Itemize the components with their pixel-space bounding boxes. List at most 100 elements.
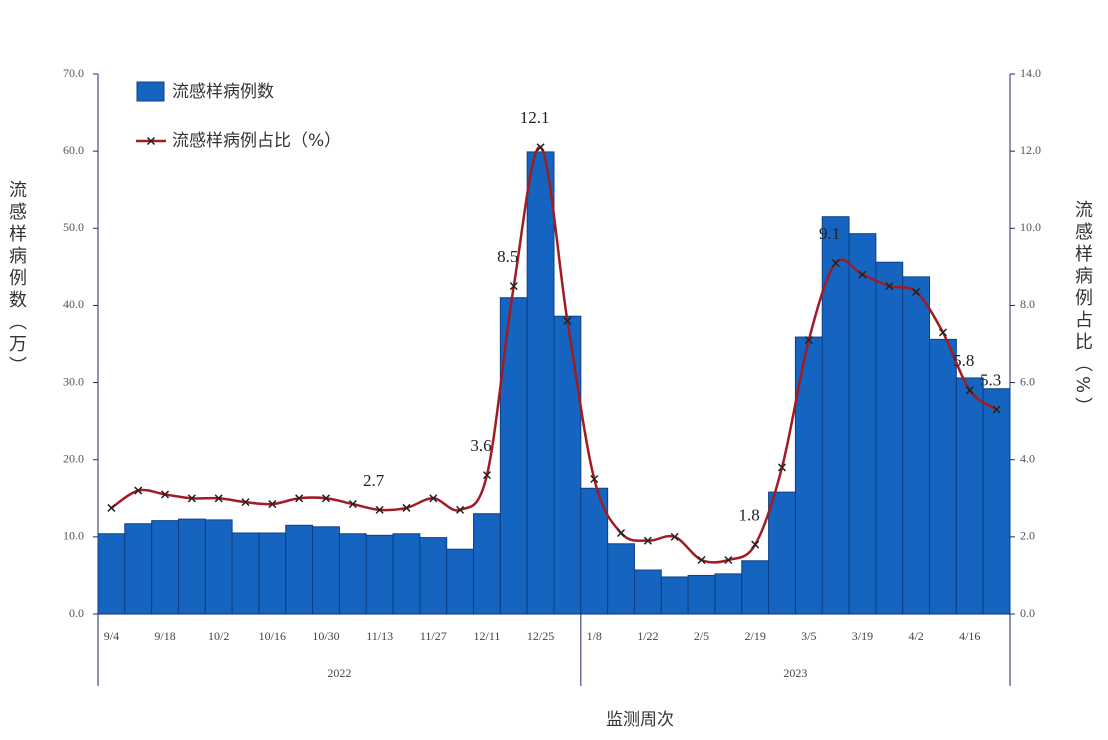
point-marker: [777, 463, 787, 472]
point-marker: [831, 258, 840, 268]
data-label: 2.7: [363, 471, 385, 490]
point-marker: [268, 500, 277, 509]
x-tick-label: 12/11: [473, 629, 500, 643]
legend-label: 流感样病例数: [172, 82, 274, 102]
data-label: 8.5: [497, 247, 518, 266]
point-marker: [161, 490, 170, 499]
y2-tick-label: 0.0: [1020, 606, 1035, 620]
point-marker: [858, 270, 867, 279]
y-tick-label: 10.0: [63, 529, 84, 543]
point-marker: [348, 500, 357, 509]
bar: [741, 560, 770, 615]
y-tick-label: 50.0: [63, 220, 84, 234]
bar: [633, 569, 662, 615]
bar: [768, 491, 796, 615]
point-marker: [241, 498, 250, 507]
year-label: 2022: [327, 666, 351, 680]
x-tick-label: 12/25: [527, 629, 554, 643]
bar: [714, 573, 743, 615]
point-marker: [590, 474, 599, 484]
point-marker: [375, 505, 384, 514]
point-marker: [938, 328, 947, 337]
point-marker: [643, 536, 652, 545]
y-tick-label: 30.0: [63, 374, 84, 388]
x-tick-label: 10/16: [259, 629, 286, 643]
y-tick-label: 70.0: [63, 66, 84, 80]
point-marker: [751, 540, 760, 549]
bar: [446, 548, 475, 615]
y2-tick-label: 10.0: [1020, 220, 1041, 234]
point-marker: [992, 405, 1001, 414]
x-tick-label: 9/4: [104, 629, 119, 643]
bar: [660, 576, 689, 615]
point-marker: [456, 505, 465, 514]
x-tick-label: 1/8: [587, 629, 602, 643]
y-tick-label: 20.0: [63, 451, 84, 465]
bar: [365, 534, 394, 615]
bar: [231, 532, 260, 615]
bar: [285, 524, 314, 615]
year-label: 2023: [783, 666, 807, 680]
y-tick-label: 40.0: [63, 297, 84, 311]
point-marker: [697, 555, 706, 565]
y2-tick-label: 6.0: [1020, 374, 1035, 388]
point-marker: [885, 282, 894, 291]
point-marker: [482, 471, 491, 480]
x-tick-label: 11/13: [366, 629, 393, 643]
y-tick-label: 0.0: [69, 606, 84, 620]
legend-swatch: [146, 136, 156, 146]
x-tick-label: 11/27: [420, 629, 447, 643]
data-label: 12.1: [520, 108, 550, 127]
y2-axis-title: 流感样病例占比（%）: [1072, 200, 1093, 419]
x-tick-label: 10/30: [312, 629, 339, 643]
bar: [875, 261, 904, 615]
y2-tick-label: 8.0: [1020, 297, 1035, 311]
bar: [902, 276, 931, 615]
bar: [258, 532, 287, 615]
x-tick-label: 4/16: [959, 629, 980, 643]
point-marker: [536, 143, 545, 152]
bar: [177, 518, 206, 615]
y2-tick-label: 2.0: [1020, 529, 1035, 543]
bar: [392, 533, 421, 615]
bar: [151, 520, 179, 615]
point-marker: [965, 386, 974, 395]
bar: [607, 543, 635, 615]
point-marker: [804, 336, 813, 345]
bar: [338, 533, 367, 615]
point-marker: [912, 287, 921, 296]
point-marker: [295, 494, 304, 503]
bar: [848, 233, 877, 615]
point-marker: [670, 532, 679, 541]
point-marker: [107, 503, 116, 512]
point-marker: [724, 555, 733, 565]
bar: [526, 151, 555, 615]
point-marker: [563, 316, 572, 325]
bar: [929, 338, 957, 615]
y-axis-title: 流感样病例数（万）: [6, 180, 27, 378]
point-marker: [214, 494, 223, 503]
data-label: 9.1: [819, 224, 840, 243]
bar: [97, 533, 126, 615]
point-marker: [429, 494, 438, 503]
point-marker: [509, 282, 518, 291]
y2-tick-label: 4.0: [1020, 451, 1035, 465]
bar: [204, 519, 233, 615]
bar: [955, 377, 984, 615]
data-label: 3.6: [470, 436, 491, 455]
bar: [419, 537, 448, 615]
x-tick-label: 3/5: [801, 629, 816, 643]
data-label: 1.8: [739, 505, 760, 524]
data-label: 5.3: [980, 370, 1001, 389]
bar: [124, 523, 153, 615]
x-tick-label: 3/19: [852, 629, 873, 643]
point-marker: [402, 503, 411, 512]
legend-label: 流感样病例占比（%）: [172, 131, 341, 151]
bar: [553, 315, 582, 615]
bar: [687, 574, 716, 615]
data-label: 5.8: [953, 351, 974, 370]
bar: [473, 513, 501, 615]
bar: [312, 526, 340, 615]
x-tick-label: 4/2: [908, 629, 923, 643]
